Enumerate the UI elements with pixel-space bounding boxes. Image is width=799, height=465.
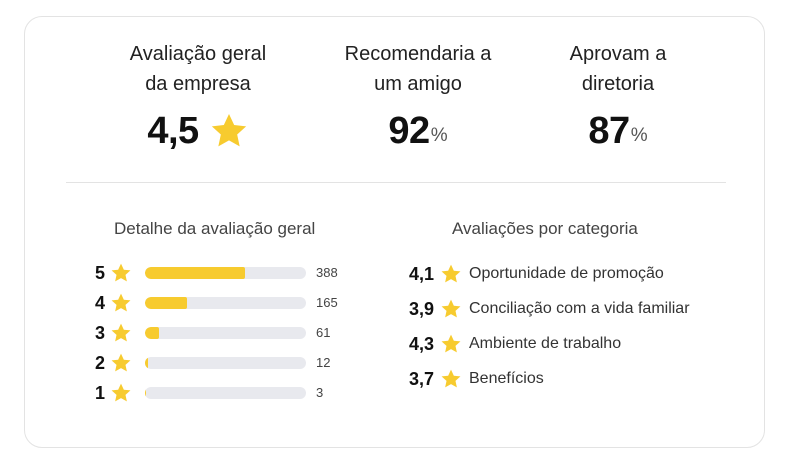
star-icon bbox=[441, 299, 461, 318]
category-row: 3,7 Benefícios bbox=[409, 368, 544, 390]
star-icon bbox=[111, 383, 131, 402]
category-row: 4,3 Ambiente de trabalho bbox=[409, 333, 621, 355]
category-label: Benefícios bbox=[469, 370, 544, 387]
breakdown-title: Detalhe da avaliação geral bbox=[114, 219, 316, 238]
breakdown-bar bbox=[145, 387, 306, 399]
breakdown-row: 5 bbox=[95, 262, 132, 284]
breakdown-stars-label: 2 bbox=[95, 352, 106, 373]
breakdown-stars-label: 4 bbox=[95, 292, 106, 313]
approve-metric: Aprovam a diretoria 87 % bbox=[543, 39, 693, 152]
category-score: 4,3 bbox=[409, 333, 435, 354]
breakdown-stars-label: 3 bbox=[95, 322, 106, 343]
category-label: Ambiente de trabalho bbox=[469, 335, 622, 352]
divider bbox=[66, 182, 726, 183]
breakdown-bar-fill bbox=[145, 327, 160, 339]
overall-rating: Avaliação geral da empresa 4,5 bbox=[83, 39, 313, 152]
breakdown-stars-label: 1 bbox=[95, 382, 106, 403]
breakdown-bar bbox=[145, 297, 306, 309]
approve-title-line1: Aprovam a bbox=[569, 43, 667, 65]
breakdown-count: 388 bbox=[316, 265, 338, 280]
category-label: Oportunidade de promoção bbox=[469, 265, 664, 282]
breakdown-row: 3 bbox=[95, 322, 132, 344]
category-score: 3,9 bbox=[409, 298, 435, 319]
breakdown-bar-fill bbox=[145, 297, 187, 309]
star-icon bbox=[111, 293, 131, 312]
category-score: 3,7 bbox=[409, 368, 435, 389]
star-icon bbox=[441, 334, 461, 353]
category-row: 3,9 Conciliação com a vida familiar bbox=[409, 298, 690, 320]
breakdown-bar bbox=[145, 267, 306, 279]
breakdown-count: 3 bbox=[316, 385, 324, 400]
breakdown-bar-fill bbox=[145, 387, 146, 399]
category-label: Conciliação com a vida familiar bbox=[469, 300, 690, 317]
overall-rating-title-line2: da empresa bbox=[145, 73, 251, 95]
recommend-unit: % bbox=[430, 125, 448, 146]
star-icon bbox=[441, 369, 461, 388]
breakdown-count: 61 bbox=[316, 325, 331, 340]
breakdown-stars-label: 5 bbox=[95, 262, 106, 283]
category-row: 4,1 Oportunidade de promoção bbox=[409, 263, 664, 285]
breakdown-row: 4 bbox=[95, 292, 132, 314]
star-icon bbox=[211, 114, 246, 147]
ratings-card: Avaliação geral da empresa 4,5 Recomenda… bbox=[24, 16, 765, 448]
breakdown-bar-fill bbox=[145, 267, 245, 279]
recommend-value: 92 bbox=[388, 109, 430, 152]
star-icon bbox=[441, 264, 461, 283]
overall-rating-title-line1: Avaliação geral bbox=[129, 43, 267, 65]
breakdown-count: 165 bbox=[316, 295, 338, 310]
breakdown-bar bbox=[145, 357, 306, 369]
recommend-metric: Recomendaria a um amigo 92 % bbox=[323, 39, 513, 152]
approve-value: 87 bbox=[588, 109, 630, 152]
approve-title-line2: diretoria bbox=[581, 73, 655, 95]
recommend-title-line1: Recomendaria a bbox=[344, 43, 492, 65]
breakdown-row: 1 bbox=[95, 382, 132, 404]
breakdown-row: 2 bbox=[95, 352, 132, 374]
category-score: 4,1 bbox=[409, 263, 435, 284]
star-icon bbox=[111, 323, 131, 342]
star-icon bbox=[111, 263, 131, 282]
categories-title: Avaliações por categoria bbox=[452, 219, 638, 238]
star-icon bbox=[111, 353, 131, 372]
recommend-title-line2: um amigo bbox=[374, 73, 462, 95]
approve-unit: % bbox=[630, 125, 648, 146]
overall-rating-value: 4,5 bbox=[147, 109, 199, 152]
breakdown-count: 12 bbox=[316, 355, 331, 370]
breakdown-bar-fill bbox=[145, 357, 149, 369]
breakdown-bar bbox=[145, 327, 306, 339]
